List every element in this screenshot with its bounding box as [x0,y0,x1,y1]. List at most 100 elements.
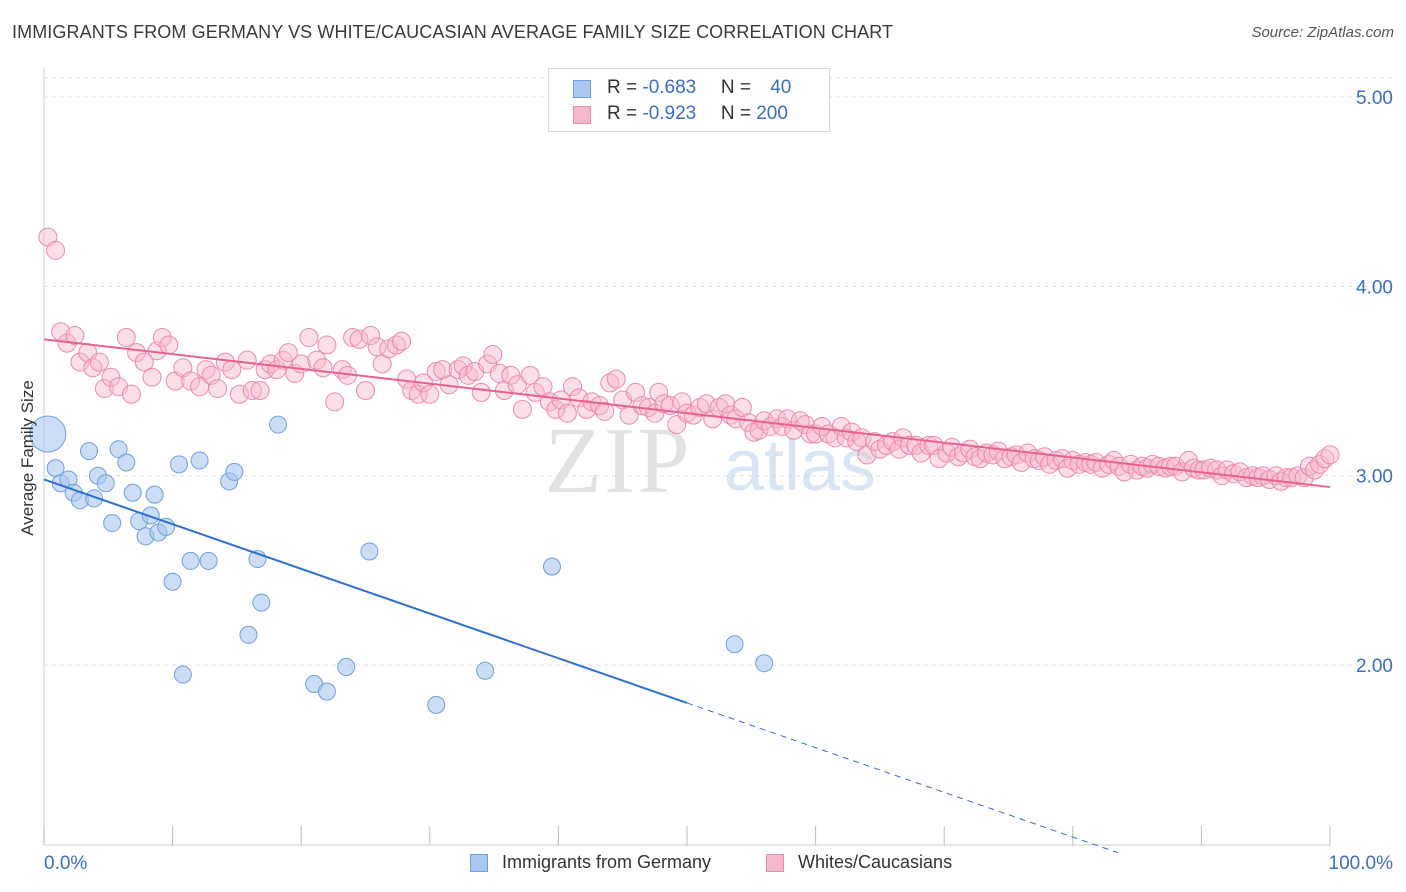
legend-r-label: R = [607,77,643,98]
immigrants-germany-point [337,657,356,676]
whites-caucasians-point [237,350,257,370]
whites-caucasians-point [1315,449,1335,469]
immigrants-germany-point [109,440,128,459]
bottom-legend-swatch-germany [470,854,488,872]
whites-caucasians-point [152,327,172,347]
whites-caucasians-point [929,449,949,469]
whites-caucasians-point [595,401,615,421]
whites-caucasians-point [65,326,85,346]
immigrants-germany-point [755,654,774,673]
whites-caucasians-point [386,335,406,355]
whites-caucasians-point [127,343,147,363]
whites-caucasians-point [948,447,968,467]
whites-caucasians-point [557,403,577,423]
immigrants-germany-point [360,542,379,561]
y-tick-label: 2.00 [1356,656,1393,677]
whites-caucasians-points [38,227,1340,491]
whites-caucasians-point [795,415,815,435]
whites-caucasians-point [134,352,154,372]
whites-caucasians-point [1224,464,1244,484]
immigrants-germany-point [239,625,258,644]
whites-caucasians-point [448,360,468,380]
whites-caucasians-point [408,384,428,404]
whites-caucasians-point [299,327,319,347]
whites-caucasians-point [1310,454,1330,474]
bottom-legend-label-whites: Whites/Caucasians [798,852,953,872]
whites-caucasians-point [569,388,589,408]
whites-caucasians-point [94,379,114,399]
y-tick-label: 3.00 [1356,467,1393,488]
legend-r-value: -0.923 [642,103,697,124]
whites-caucasians-point [512,399,532,419]
immigrants-germany-point [725,635,744,654]
whites-caucasians-point [590,396,610,416]
whites-caucasians-point [356,380,375,400]
immigrants-germany-point [542,557,561,576]
legend-n-label: N = [720,77,757,98]
whites-caucasians-point [278,343,298,363]
whites-caucasians-point [501,365,521,385]
chart-title: IMMIGRANTS FROM GERMANY VS WHITE/CAUCASI… [12,22,894,42]
whites-caucasians-point [812,416,832,436]
whites-caucasians-point [483,344,503,364]
immigrants-germany-point [85,489,104,508]
whites-caucasians-point [208,379,228,399]
whites-caucasians-point [600,373,620,393]
x-tick-label-max: 100.0% [1329,853,1394,874]
whites-caucasians-point [142,367,162,387]
immigrants-germany-point [96,474,115,493]
whites-caucasians-point [453,356,473,376]
whites-caucasians-point [361,326,381,346]
whites-caucasians-point [325,392,345,412]
whites-caucasians-point [116,327,136,347]
immigrants-germany-point [427,695,446,714]
whites-caucasians-point [471,382,491,402]
whites-caucasians-point [899,435,919,455]
whites-caucasians-point [89,352,109,372]
legend-n-label: N = [720,103,757,124]
x-tick-label-min: 0.0% [44,853,87,874]
whites-caucasians-point [46,240,66,260]
immigrants-germany-point [476,661,495,680]
whites-caucasians-point [1320,445,1340,465]
watermark: ZIP atlas [545,409,877,513]
axes [43,68,1331,846]
whites-caucasians-point [307,350,327,370]
legend-n-value: 40 [770,77,792,98]
immigrants-germany-point [80,442,99,461]
whites-caucasians-point [672,392,692,412]
whites-caucasians-point [250,380,270,400]
immigrants-germany-point [163,572,182,591]
immigrants-germany-point [173,665,192,684]
whites-caucasians-point [70,352,90,372]
immigrants-germany-point [141,506,160,525]
gridlines [44,77,1392,666]
whites-caucasians-point [242,380,262,400]
whites-caucasians-point [606,369,626,389]
whites-caucasians-point [1029,451,1049,471]
immigrants-germany-point [117,453,136,472]
whites-caucasians-point [825,428,845,448]
whites-caucasians-point [349,329,369,349]
legend-swatch-whites [573,106,591,124]
legend-r-value: -0.683 [642,77,697,98]
whites-caucasians-point [690,398,710,418]
legend-n-value: 200 [756,103,788,124]
whites-caucasians-point [988,441,1008,461]
whites-caucasians-point [520,365,540,385]
legend-text-whites: R = -0.923 N = 200 [607,103,788,125]
bottom-legend-swatch-whites [766,854,784,872]
germany-trend-line [43,478,688,704]
y-axis-label: Average Family Size [18,380,37,536]
immigrants-germany-point [269,415,288,434]
whites-caucasians-point [458,365,478,385]
immigrants-germany-point [199,551,218,570]
immigrants-germany-point [29,415,67,453]
germany-trend-extension [686,702,1118,854]
immigrants-germany-point [317,682,336,701]
legend-swatch-germany [573,80,591,98]
whites-trend-line [43,338,1331,489]
immigrants-germany-point [170,455,189,474]
y-tick-label: 4.00 [1356,277,1393,298]
